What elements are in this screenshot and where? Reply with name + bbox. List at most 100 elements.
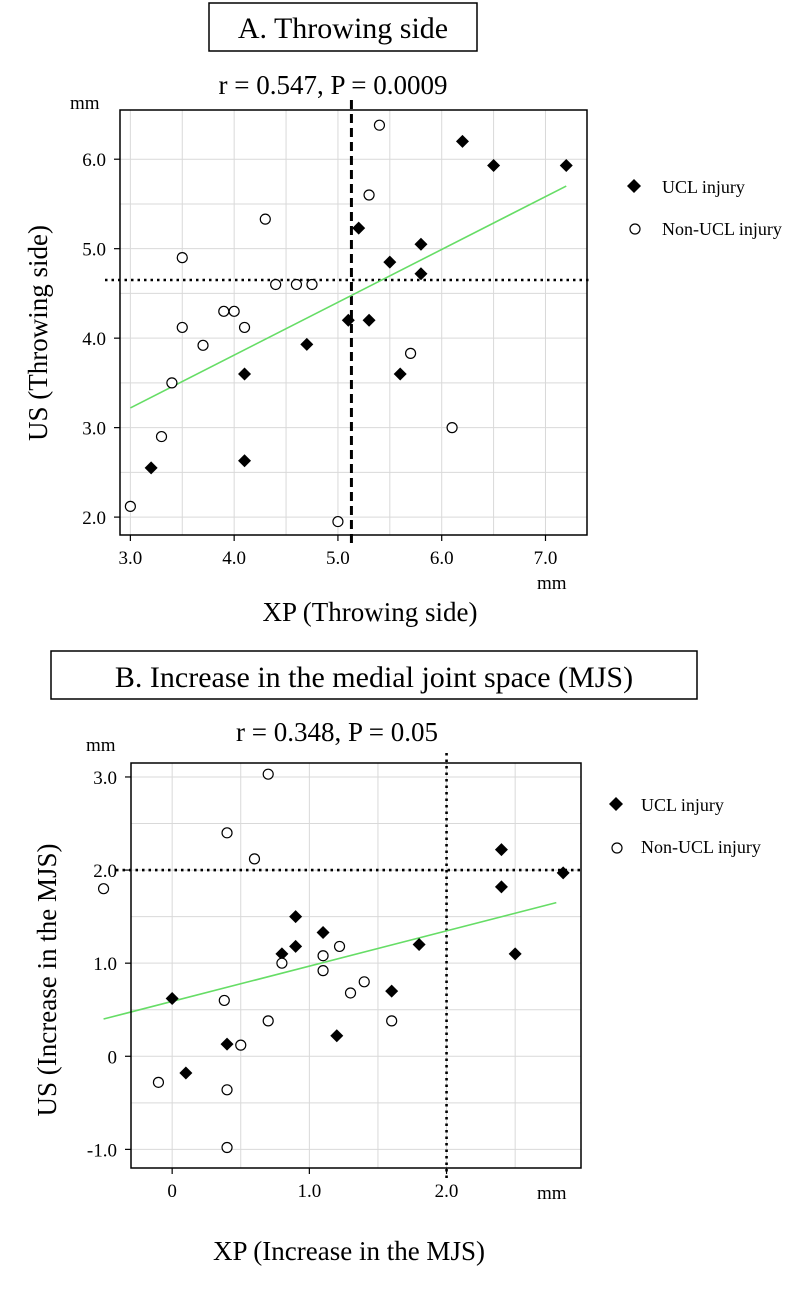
panel-a-point-non-ucl-injury [332, 515, 344, 528]
panel-a-x-tick-label: 6.0 [430, 548, 454, 569]
panel-b-point-non-ucl-injury [152, 1076, 165, 1088]
panel-b-y-tick-label: 0 [108, 1047, 118, 1068]
panel-a-point-ucl-injury [414, 237, 428, 251]
panel-b-points [97, 768, 570, 1154]
panel-b-y-tick-label: -1.0 [87, 1140, 117, 1161]
panel-b-point-non-ucl-injury [221, 1084, 233, 1096]
panel-b-ylabel: US (Increase in the MJS) [32, 844, 62, 1117]
panel-a-x-unit: mm [537, 573, 567, 594]
panel-b-point-non-ucl-injury [358, 976, 370, 988]
panel-b-point-ucl-injury [316, 925, 330, 939]
panel-a-x-tick-label: 7.0 [534, 548, 558, 569]
panel-a-xlabel: XP (Throwing side) [263, 597, 478, 627]
panel-a-point-non-ucl-injury [155, 430, 168, 443]
panel-a-point-non-ucl-injury [306, 278, 318, 291]
panel-b-point-ucl-injury [508, 947, 522, 961]
panel-a-point-non-ucl-injury [446, 422, 458, 434]
panel-b-point-ucl-injury [494, 880, 508, 894]
panel-a-legend-nonucl-marker [629, 223, 641, 235]
panel-a-legend-ucl-label: UCL injury [662, 177, 745, 197]
panel-a-point-ucl-injury [455, 134, 469, 148]
panel-a-point-ucl-injury [383, 255, 397, 269]
panel-b-x-unit: mm [537, 1183, 567, 1204]
panel-a-point-ucl-injury [487, 158, 501, 172]
panel-b-point-non-ucl-injury [333, 940, 346, 953]
panel-a-point-non-ucl-injury [270, 278, 282, 291]
panel-b-x-tick-label: 2.0 [435, 1181, 459, 1202]
panel-a-point-ucl-injury [300, 337, 314, 351]
panel-b-legend-ucl-label: UCL injury [641, 795, 724, 815]
panel-b-grid [131, 763, 581, 1168]
panel-a-y-tick-label: 4.0 [82, 329, 106, 350]
panel-a-legend-ucl-marker [627, 179, 641, 193]
panel-b: B. Increase in the medial joint space (M… [32, 650, 761, 1266]
panel-a-point-non-ucl-injury [404, 347, 417, 359]
panel-a-point-ucl-injury [362, 313, 376, 327]
panel-a-point-non-ucl-injury [218, 305, 230, 317]
panel-b-stats: r = 0.348, P = 0.05 [236, 717, 438, 747]
panel-b-plot-frame [130, 762, 582, 1169]
panel-a-point-non-ucl-injury [290, 278, 303, 291]
panel-b-refs [116, 753, 583, 1180]
panel-a: A. Throwing side r = 0.547, P = 0.0009 3… [23, 2, 782, 627]
panel-b-regression-line [103, 901, 557, 1020]
panel-b-x-tick-label: 1.0 [297, 1181, 321, 1202]
panel-a-point-ucl-injury [341, 313, 355, 327]
panel-b-point-ucl-injury [385, 984, 399, 998]
panel-a-xticks: 3.0 4.0 5.0 6.0 7.0 [119, 535, 558, 569]
panel-a-title: A. Throwing side [238, 12, 448, 45]
panel-b-point-non-ucl-injury [248, 853, 261, 865]
panel-a-point-non-ucl-injury [176, 252, 188, 264]
panel-b-point-non-ucl-injury [317, 950, 329, 962]
panel-a-fit [130, 185, 567, 409]
panel-b-point-non-ucl-injury [386, 1015, 398, 1027]
panel-b-yticks: -1.0 0 1.0 2.0 3.0 [87, 768, 131, 1161]
panel-a-x-tick-label: 4.0 [222, 548, 246, 569]
panel-b-point-ucl-injury [494, 843, 508, 857]
panel-b-y-tick-label: 3.0 [93, 768, 117, 789]
panel-b-y-tick-label: 2.0 [93, 861, 117, 882]
panel-b-xlabel: XP (Increase in the MJS) [213, 1236, 485, 1266]
panel-b-point-ucl-injury [289, 910, 303, 924]
panel-b-point-non-ucl-injury [221, 1141, 233, 1154]
panel-a-point-ucl-injury [238, 454, 252, 468]
panel-b-title: B. Increase in the medial joint space (M… [115, 661, 633, 694]
panel-a-y-tick-label: 6.0 [82, 150, 106, 171]
panel-b-point-ucl-injury [330, 1029, 344, 1043]
panel-b-point-non-ucl-injury [221, 827, 233, 839]
panel-b-point-non-ucl-injury [276, 957, 288, 969]
panel-a-y-tick-label: 5.0 [82, 240, 106, 261]
panel-a-regression-line [130, 185, 567, 409]
panel-a-plot-frame [119, 109, 588, 536]
panel-b-point-non-ucl-injury [344, 987, 357, 999]
panel-a-legend-nonucl-label: Non-UCL injury [662, 219, 782, 239]
panel-b-legend-ucl-marker [609, 797, 623, 811]
panel-a-point-non-ucl-injury [259, 213, 271, 225]
panel-b-x-tick-label: 0 [167, 1181, 177, 1202]
panel-a-x-tick-label: 3.0 [119, 548, 143, 569]
panel-a-point-ucl-injury [352, 221, 366, 235]
panel-a-point-non-ucl-injury [363, 189, 375, 201]
panel-a-grid [120, 110, 587, 535]
panel-a-point-non-ucl-injury [228, 305, 240, 317]
panel-b-point-ucl-injury [220, 1037, 234, 1051]
panel-a-points [124, 119, 573, 528]
panel-a-y-tick-label: 2.0 [82, 508, 106, 529]
panel-b-point-ucl-injury [165, 992, 179, 1006]
panel-b-point-non-ucl-injury [235, 1039, 247, 1051]
panel-a-stats: r = 0.547, P = 0.0009 [219, 70, 448, 100]
panel-a-point-ucl-injury [144, 461, 158, 475]
panel-b-y-unit: mm [86, 735, 116, 756]
panel-b-point-ucl-injury [179, 1066, 193, 1080]
panel-b-fit [103, 901, 557, 1020]
panel-a-point-ucl-injury [559, 158, 573, 172]
panel-a-point-non-ucl-injury [373, 119, 386, 131]
panel-b-point-non-ucl-injury [97, 883, 110, 895]
panel-b-point-non-ucl-injury [262, 768, 274, 780]
panel-b-point-ucl-injury [289, 939, 303, 953]
panel-a-point-ucl-injury [393, 367, 407, 381]
panel-b-point-non-ucl-injury [218, 994, 230, 1007]
panel-b-point-non-ucl-injury [317, 965, 329, 977]
panel-a-point-non-ucl-injury [197, 339, 209, 351]
